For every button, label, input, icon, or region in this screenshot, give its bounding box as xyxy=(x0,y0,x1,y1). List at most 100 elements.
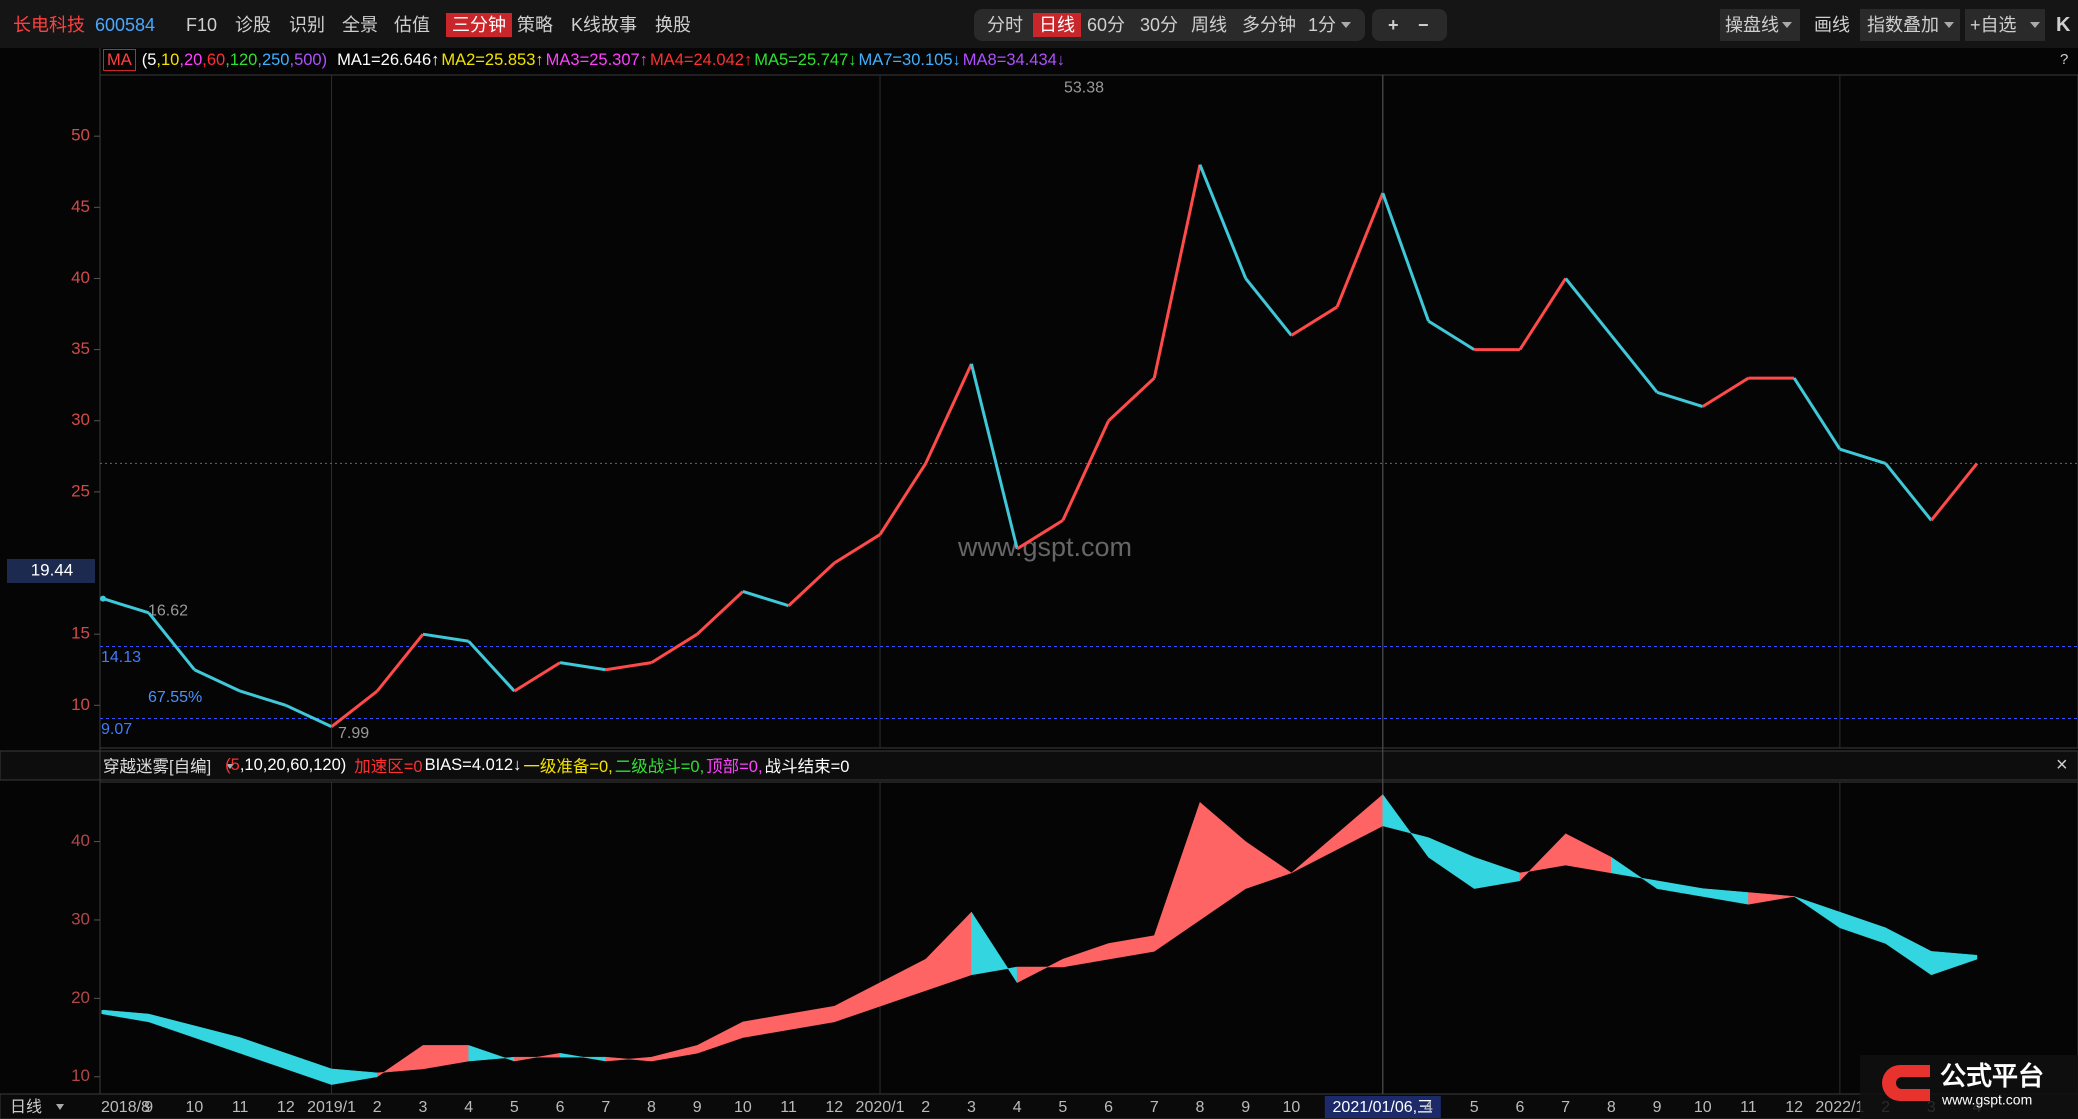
price-annotation: 53.38 xyxy=(1064,79,1104,96)
menu-item[interactable]: 识别 xyxy=(289,15,325,35)
tool-button[interactable]: 指数叠加 xyxy=(1867,15,1939,35)
y-tick-label: 40 xyxy=(71,831,90,850)
menu-item[interactable]: 策略 xyxy=(517,15,553,35)
y-tick-label: 35 xyxy=(71,339,90,358)
ma-value: MA5=25.747↓ xyxy=(754,50,857,69)
period-tab[interactable]: 60分 xyxy=(1087,15,1126,35)
band-segment xyxy=(1108,935,1155,960)
help-button[interactable]: ? xyxy=(2060,51,2069,68)
indicator-value: 顶部=0, xyxy=(706,758,763,776)
crosshair-label: 19.44 xyxy=(31,560,74,579)
price-segment xyxy=(376,633,425,693)
x-axis-bg xyxy=(0,1093,2078,1119)
price-segment xyxy=(787,561,836,607)
x-tick-label: 8 xyxy=(1607,1099,1616,1116)
ma-value: MA1=26.646↑ xyxy=(337,50,440,69)
price-segment xyxy=(559,661,607,672)
x-tick-label: 2020/1 xyxy=(856,1099,905,1116)
y-tick-label: 30 xyxy=(71,909,90,928)
band-segment xyxy=(148,1013,195,1038)
y-tick-label: 15 xyxy=(71,624,90,643)
menu-item[interactable]: 诊股 xyxy=(235,15,271,35)
menu-item[interactable]: K线故事 xyxy=(571,15,638,35)
band-segment xyxy=(422,1045,469,1070)
x-tick-label: 2 xyxy=(921,1099,930,1116)
ma-value: MA3=25.307↑ xyxy=(545,50,648,69)
indicator-panel xyxy=(99,781,2078,1095)
period-tab[interactable]: 多分钟 xyxy=(1242,15,1296,35)
band-segment xyxy=(1885,927,1932,976)
period-tab[interactable]: 周线 xyxy=(1191,15,1227,35)
y-tick-label: 20 xyxy=(71,988,90,1007)
close-button[interactable]: × xyxy=(2056,754,2068,776)
stock-name[interactable]: 长电科技 xyxy=(13,15,85,35)
ma-selector[interactable]: MA xyxy=(103,49,136,71)
x-tick-label: 3 xyxy=(418,1099,427,1116)
tool-button[interactable]: 画线 xyxy=(1814,15,1850,35)
indicator-param: ,20 xyxy=(262,755,286,774)
price-segment xyxy=(513,661,561,693)
x-tick-label: 6 xyxy=(1515,1099,1524,1116)
menu-item[interactable]: 估值 xyxy=(394,15,430,35)
ma-param: ,120 xyxy=(225,50,258,69)
tool-button[interactable]: 操盘线 xyxy=(1725,15,1779,35)
band-segment xyxy=(696,1021,744,1054)
ma-legend: MA (5,10,20,60,120,250,500) MA1=26.646↑ MA2… xyxy=(103,48,1065,72)
indicator-value: 战斗结束=0 xyxy=(764,758,850,776)
period-tab[interactable]: 1分 xyxy=(1308,15,1337,35)
price-segment xyxy=(239,689,287,707)
ma-value: MA4=24.042↑ xyxy=(649,50,753,69)
indicator-param: (5 xyxy=(225,755,240,774)
price-segment xyxy=(1290,305,1338,337)
tool-button[interactable]: +自选 xyxy=(1970,15,2017,35)
period-tab[interactable]: 30分 xyxy=(1140,15,1179,35)
x-tick-label: 12 xyxy=(277,1099,295,1116)
price-segment xyxy=(1244,277,1293,337)
period-tab[interactable]: 分时 xyxy=(987,15,1023,35)
zoom-button[interactable]: + xyxy=(1388,15,1399,35)
price-segment xyxy=(1335,192,1385,308)
band-segment xyxy=(376,1044,424,1078)
indicator-header-bg xyxy=(0,750,2078,781)
indicator-name[interactable]: 穿越迷雾[自编] xyxy=(103,758,212,776)
menu-item[interactable]: 三分钟 xyxy=(446,13,512,37)
x-tick-label: 9 xyxy=(1653,1099,1662,1116)
price-segment xyxy=(1152,164,1202,379)
zoom-button[interactable]: − xyxy=(1418,15,1429,35)
price-segment xyxy=(1564,277,1613,337)
indicator-value: BIAS=4.012↓ xyxy=(424,755,522,774)
x-tick-label: 2018/8 xyxy=(101,1099,150,1116)
price-segment xyxy=(193,668,241,693)
indicator-legend: 穿越迷雾[自编] (5,10,20,60,120) 加速区=0 BIAS=4.012↓… xyxy=(103,753,849,777)
ma-param: ,20 xyxy=(179,50,203,69)
menu-item[interactable]: F10 xyxy=(186,15,218,35)
period-tab[interactable]: 日线 xyxy=(1033,13,1081,37)
menu-item[interactable]: 换股 xyxy=(655,15,691,35)
price-segment xyxy=(878,462,927,536)
x-tick-label: 2022/1 xyxy=(1815,1099,1864,1116)
price-segment xyxy=(1016,519,1064,551)
x-tick-label: 2 xyxy=(373,1099,382,1116)
price-segment xyxy=(1701,376,1750,408)
dropdown-caret xyxy=(1341,22,1351,28)
band-segment xyxy=(468,1045,515,1062)
price-segment xyxy=(422,632,469,643)
band-segment xyxy=(1473,856,1521,889)
reference-label: 9.07 xyxy=(101,721,132,738)
corner-button[interactable]: K xyxy=(2056,14,2071,36)
band-segment xyxy=(1199,801,1246,921)
ma-param: ,500) xyxy=(289,50,328,69)
price-segment xyxy=(1427,319,1476,351)
band-segment xyxy=(102,1009,149,1023)
x-tick-label: 10 xyxy=(734,1099,752,1116)
menu-item[interactable]: 全景 xyxy=(342,15,378,35)
x-tick-label: 11 xyxy=(780,1099,797,1116)
price-segment xyxy=(285,703,333,729)
band-segment xyxy=(834,982,881,1023)
band-segment xyxy=(605,1056,652,1062)
stock-code[interactable]: 600584 xyxy=(95,15,156,35)
y-tick-label: 25 xyxy=(71,481,90,500)
price-segment xyxy=(102,597,150,615)
price-segment xyxy=(1610,334,1659,394)
